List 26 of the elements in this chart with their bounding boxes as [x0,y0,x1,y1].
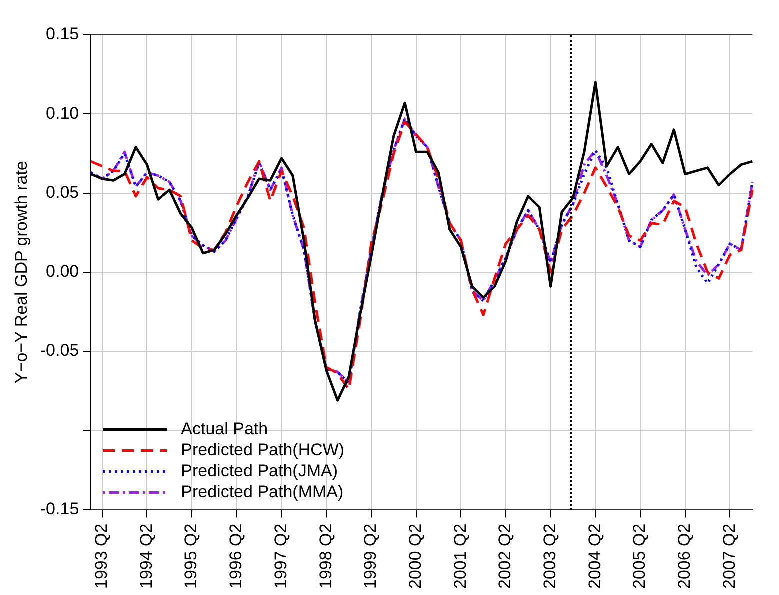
x-tick-label: 1999 Q2 [361,524,380,590]
y-tick-label: 0.10 [46,104,80,123]
x-tick-label: 1998 Q2 [316,524,336,590]
x-tick-label: 2001 Q2 [450,524,470,590]
y-tick-label: 0.15 [46,24,80,44]
y-tick-label: -0.15 [40,499,80,518]
x-tick-label: 2003 Q2 [540,524,560,590]
y-axis-title: Y−o−Y Real GDP growth rate [12,161,31,384]
x-tick-label: 2007 Q2 [720,524,739,590]
x-tick-label: 1994 Q2 [136,524,156,590]
legend-label: Predicted Path(HCW) [181,440,345,460]
y-tick-label: 0.00 [46,262,80,282]
x-tick-label: 2002 Q2 [496,524,515,590]
legend-label: Predicted Path(MMA) [181,482,344,502]
x-tick-label: 2000 Q2 [406,524,425,590]
x-tick-label: 1997 Q2 [271,524,290,590]
x-tick-label: 2004 Q2 [585,524,604,590]
x-tick-label: 1995 Q2 [182,524,201,590]
y-tick-label: 0.05 [46,182,80,202]
x-tick-label: 1996 Q2 [226,524,246,590]
y-tick-label: -0.05 [40,341,80,360]
x-tick-label: 1993 Q2 [92,524,112,590]
x-tick-label: 2005 Q2 [630,524,650,590]
legend-label: Actual Path [181,419,268,438]
legend-label: Predicted Path(JMA) [181,461,338,480]
x-tick-label: 2006 Q2 [675,524,694,590]
